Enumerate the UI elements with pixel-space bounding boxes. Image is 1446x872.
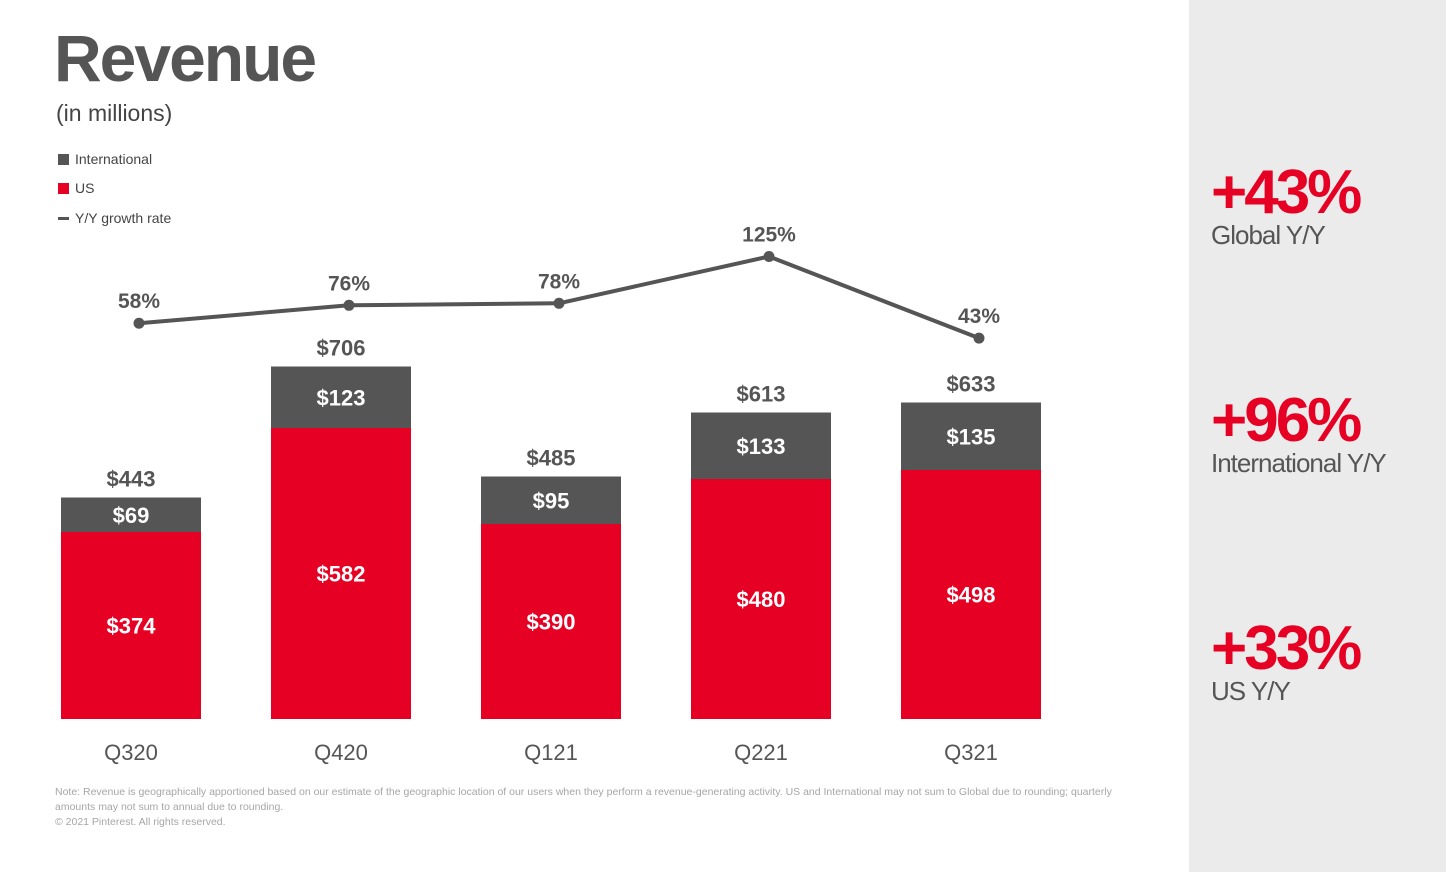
growth-point-q121 [553, 297, 565, 309]
total-label-q420: $706 [317, 336, 366, 361]
chart-subtitle: (in millions) [56, 100, 173, 126]
x-tick-q420: Q420 [314, 740, 368, 765]
bar-us-q321 [901, 470, 1041, 719]
kpi-us-value: +33% [1211, 614, 1362, 683]
growth-line [138, 254, 980, 341]
growth-point-q321 [973, 332, 985, 344]
growth-point-q221 [763, 251, 775, 262]
growth-point-q420 [343, 299, 355, 311]
kpi-us-label: US Y/Y [1211, 676, 1291, 706]
bar-international-q321 [901, 402, 1041, 470]
growth-label-q320: 58% [118, 290, 160, 313]
total-label-q121: $485 [527, 446, 576, 471]
growth-point-q320 [133, 317, 145, 329]
x-tick-q121: Q121 [524, 740, 578, 765]
bar-us-q420 [271, 428, 411, 719]
x-tick-q320: Q320 [104, 740, 158, 765]
growth-label-q221: 125% [742, 224, 796, 247]
legend-swatch-us [58, 182, 69, 194]
bar-international-q320 [61, 497, 201, 532]
kpi-global: +43% Global Y/Y [1211, 158, 1362, 251]
total-label-q320: $443 [107, 467, 156, 492]
growth-label-q321: 43% [958, 305, 1000, 328]
legend-swatch-international [58, 153, 69, 165]
page-title: Revenue [54, 21, 317, 95]
total-label-q221: $613 [737, 382, 786, 407]
bar-label-international-q320: $69 [113, 503, 150, 528]
footnote-note: Note: Revenue is geographically apportio… [55, 786, 1112, 813]
kpi-global-value: +43% [1211, 158, 1362, 227]
legend-item-growth: Y/Y growth rate [58, 209, 171, 227]
total-label-q321: $633 [947, 372, 996, 397]
revenue-chart: $374 $69 $443 Q320 $582 $123 $706 Q420 $390 $95 $4… [61, 224, 1041, 765]
growth-label-q420: 76% [328, 272, 370, 295]
kpi-international-label: International Y/Y [1211, 448, 1387, 478]
kpi-international: +96% International Y/Y [1211, 386, 1387, 479]
x-tick-q221: Q221 [734, 740, 788, 765]
legend-item-international: International [58, 150, 152, 168]
growth-label-q121: 78% [538, 270, 580, 293]
bar-international-q221 [691, 412, 831, 479]
bar-us-q221 [691, 479, 831, 719]
footnote-copyright: © 2021 Pinterest. All rights reserved. [55, 816, 226, 828]
footnote: Note: Revenue is geographically apportio… [55, 785, 1145, 830]
kpi-global-label: Global Y/Y [1211, 220, 1326, 250]
x-tick-q321: Q321 [944, 740, 998, 765]
bar-label-us-q221: $480 [737, 587, 786, 612]
bar-label-international-q321: $135 [947, 424, 996, 449]
bar-us-q320 [61, 532, 201, 719]
kpi-panel: +43% Global Y/Y +96% International Y/Y +… [1189, 0, 1446, 872]
legend-item-us: US [58, 179, 94, 197]
kpi-international-value: +96% [1211, 386, 1362, 455]
bar-label-international-q420: $123 [317, 385, 366, 410]
bar-label-international-q221: $133 [737, 434, 786, 459]
legend-label-us: US [75, 180, 95, 196]
kpi-us: +33% US Y/Y [1211, 614, 1362, 707]
bar-label-us-q320: $374 [107, 614, 157, 639]
legend-label-growth: Y/Y growth rate [75, 210, 172, 226]
bar-international-q121 [481, 476, 621, 524]
bar-label-us-q420: $582 [317, 562, 366, 587]
bar-label-international-q121: $95 [533, 488, 570, 513]
bar-us-q121 [481, 524, 621, 719]
legend-line-growth [58, 216, 69, 220]
bar-label-us-q321: $498 [947, 583, 996, 608]
bar-international-q420 [271, 366, 411, 428]
legend-label-international: International [75, 151, 153, 167]
bar-label-us-q121: $390 [527, 610, 576, 635]
